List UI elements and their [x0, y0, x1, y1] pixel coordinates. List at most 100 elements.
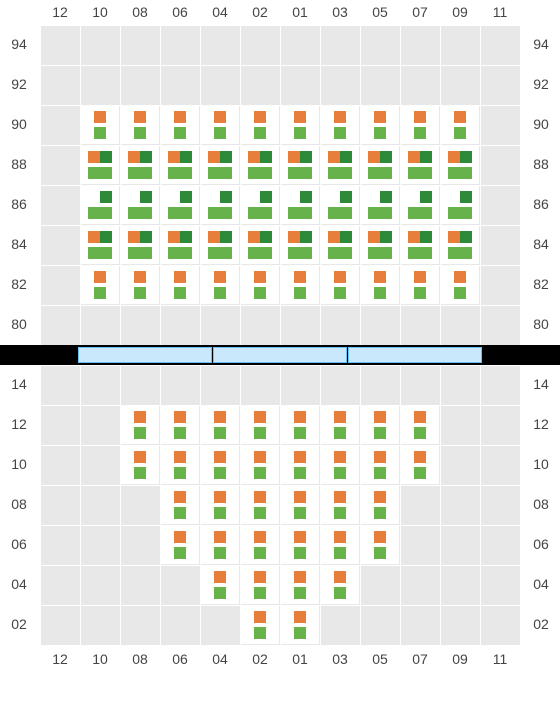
seat-84-01[interactable] [281, 226, 319, 264]
seat-06-06[interactable] [161, 526, 199, 564]
seat-86-01[interactable] [281, 186, 319, 224]
seat-82-02[interactable] [241, 266, 279, 304]
seat-86-04[interactable] [201, 186, 239, 224]
seat-86-05[interactable] [361, 186, 399, 224]
seat-08-06[interactable] [161, 486, 199, 524]
seat-88-02[interactable] [241, 146, 279, 184]
seat-06-02[interactable] [241, 526, 279, 564]
seat-82-05[interactable] [361, 266, 399, 304]
seat-86-06[interactable] [161, 186, 199, 224]
row-label-80-left: 80 [4, 316, 34, 332]
seat-82-08[interactable] [121, 266, 159, 304]
seat-10-06[interactable] [161, 446, 199, 484]
seat-86-09[interactable] [441, 186, 479, 224]
seat-04-02[interactable] [241, 566, 279, 604]
seat-10-01[interactable] [281, 446, 319, 484]
seat-84-09[interactable] [441, 226, 479, 264]
seat-84-08[interactable] [121, 226, 159, 264]
upper-panel: 94949292909088888686848482828080 [0, 25, 560, 345]
seat-88-04[interactable] [201, 146, 239, 184]
seat-08-03[interactable] [321, 486, 359, 524]
seat-84-05[interactable] [361, 226, 399, 264]
seat-88-06[interactable] [161, 146, 199, 184]
seat-88-01[interactable] [281, 146, 319, 184]
seat-84-02[interactable] [241, 226, 279, 264]
seat-marker [134, 111, 146, 123]
seat-04-01[interactable] [281, 566, 319, 604]
seat-marker [254, 611, 266, 623]
seat-90-07[interactable] [401, 106, 439, 144]
seat-06-05[interactable] [361, 526, 399, 564]
seat-marker [334, 411, 346, 423]
seat-10-08[interactable] [121, 446, 159, 484]
seat-84-10[interactable] [81, 226, 119, 264]
seat-88-08[interactable] [121, 146, 159, 184]
seat-82-06[interactable] [161, 266, 199, 304]
seat-88-05[interactable] [361, 146, 399, 184]
seat-84-07[interactable] [401, 226, 439, 264]
seat-86-03[interactable] [321, 186, 359, 224]
seat-marker [100, 207, 112, 219]
seat-marker [168, 247, 180, 259]
seat-marker [214, 467, 226, 479]
seat-88-09[interactable] [441, 146, 479, 184]
seat-12-02[interactable] [241, 406, 279, 444]
seat-90-02[interactable] [241, 106, 279, 144]
seat-12-05[interactable] [361, 406, 399, 444]
seat-88-03[interactable] [321, 146, 359, 184]
seat-84-06[interactable] [161, 226, 199, 264]
seat-82-04[interactable] [201, 266, 239, 304]
seat-90-09[interactable] [441, 106, 479, 144]
seat-10-05[interactable] [361, 446, 399, 484]
seat-82-09[interactable] [441, 266, 479, 304]
seat-88-10[interactable] [81, 146, 119, 184]
seat-12-07[interactable] [401, 406, 439, 444]
seat-90-03[interactable] [321, 106, 359, 144]
seat-02-01[interactable] [281, 606, 319, 644]
seat-88-07[interactable] [401, 146, 439, 184]
seat-90-06[interactable] [161, 106, 199, 144]
seat-86-02[interactable] [241, 186, 279, 224]
seat-06-01[interactable] [281, 526, 319, 564]
seat-86-08[interactable] [121, 186, 159, 224]
seat-90-05[interactable] [361, 106, 399, 144]
seat-08-04[interactable] [201, 486, 239, 524]
seat-12-08[interactable] [121, 406, 159, 444]
seat-82-01[interactable] [281, 266, 319, 304]
seat-marker [334, 491, 346, 503]
seat-marker [180, 191, 192, 203]
seat-04-03[interactable] [321, 566, 359, 604]
row-label-92-left: 92 [4, 76, 34, 92]
seat-82-07[interactable] [401, 266, 439, 304]
seat-86-10[interactable] [81, 186, 119, 224]
seat-04-04[interactable] [201, 566, 239, 604]
seat-10-07[interactable] [401, 446, 439, 484]
seat-86-07[interactable] [401, 186, 439, 224]
seat-10-04[interactable] [201, 446, 239, 484]
seat-90-04[interactable] [201, 106, 239, 144]
seat-06-04[interactable] [201, 526, 239, 564]
seat-08-01[interactable] [281, 486, 319, 524]
seat-12-03[interactable] [321, 406, 359, 444]
seat-08-02[interactable] [241, 486, 279, 524]
seat-10-02[interactable] [241, 446, 279, 484]
seat-12-01[interactable] [281, 406, 319, 444]
seat-90-08[interactable] [121, 106, 159, 144]
seat-marker [214, 587, 226, 599]
seat-12-06[interactable] [161, 406, 199, 444]
row-label-14-left: 14 [4, 376, 34, 392]
seat-08-05[interactable] [361, 486, 399, 524]
seat-marker [368, 167, 380, 179]
seat-82-10[interactable] [81, 266, 119, 304]
seat-82-03[interactable] [321, 266, 359, 304]
seat-90-10[interactable] [81, 106, 119, 144]
seat-marker [380, 167, 392, 179]
seat-marker [140, 151, 152, 163]
seat-02-02[interactable] [241, 606, 279, 644]
seat-84-03[interactable] [321, 226, 359, 264]
seat-84-04[interactable] [201, 226, 239, 264]
seat-10-03[interactable] [321, 446, 359, 484]
seat-90-01[interactable] [281, 106, 319, 144]
seat-06-03[interactable] [321, 526, 359, 564]
seat-12-04[interactable] [201, 406, 239, 444]
